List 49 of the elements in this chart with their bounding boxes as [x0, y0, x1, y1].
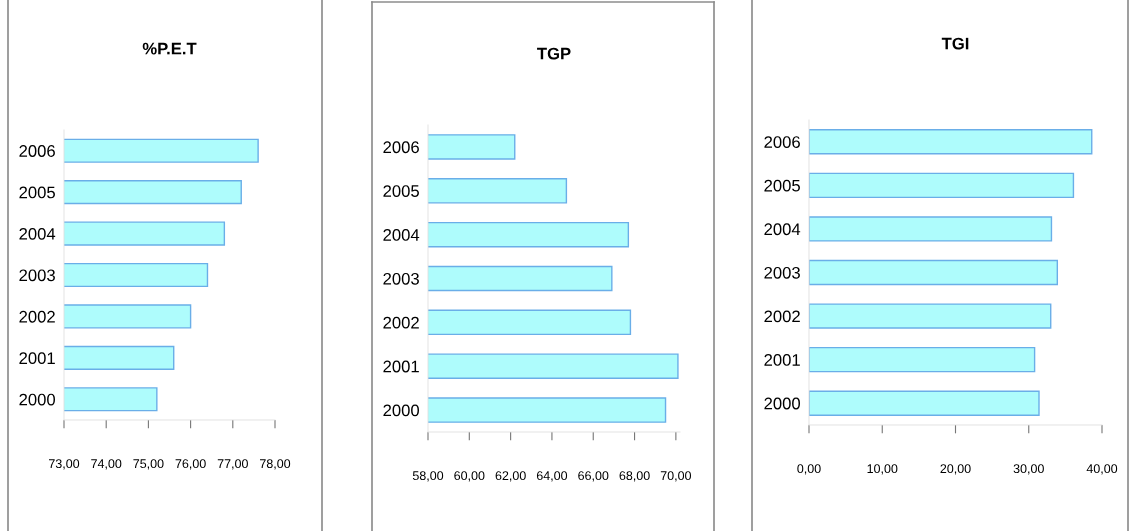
x-tick-label: 70,00 — [660, 471, 692, 482]
chart-title: TGP — [537, 47, 571, 60]
y-tick-label: 2003 — [383, 272, 419, 285]
y-tick-label: 2001 — [764, 354, 800, 366]
x-tick-label: 0,00 — [797, 464, 821, 475]
y-tick-label: 2006 — [764, 136, 800, 148]
y-tick-label: 2000 — [383, 404, 420, 417]
bar — [809, 390, 1040, 416]
x-tick-label: 62,00 — [495, 471, 526, 482]
y-tick-label: 2004 — [383, 229, 420, 241]
y-tick-label: 2002 — [19, 310, 55, 323]
x-tick-label: 66,00 — [578, 471, 609, 482]
y-tick-label: 2006 — [19, 145, 55, 157]
y-tick-label: 2006 — [383, 141, 419, 154]
x-tick-label: 40,00 — [1086, 464, 1118, 475]
chart-title: TGI — [941, 37, 969, 50]
y-tick-label: 2000 — [764, 397, 801, 410]
y-tick-label: 2002 — [383, 316, 419, 329]
y-tick-label: 2001 — [383, 360, 419, 373]
y-tick-label: 2003 — [764, 266, 800, 279]
y-tick-label: 2001 — [19, 352, 55, 365]
chart-title: %P.E.T — [142, 42, 197, 55]
bar — [809, 303, 1052, 329]
bar — [809, 129, 1093, 155]
y-tick-label: 2005 — [764, 179, 800, 192]
x-tick-label: 76,00 — [175, 459, 206, 470]
bar — [809, 346, 1036, 373]
x-tick-label: 58,00 — [412, 471, 444, 482]
y-tick-label: 2004 — [19, 227, 56, 240]
y-tick-label: 2002 — [764, 310, 800, 323]
x-tick-label: 30,00 — [1013, 464, 1044, 475]
x-tick-label: 68,00 — [619, 471, 650, 482]
x-tick-label: 64,00 — [536, 471, 568, 482]
x-tick-label: 60,00 — [454, 471, 485, 482]
y-tick-label: 2003 — [19, 269, 55, 282]
y-tick-label: 2004 — [764, 223, 801, 236]
x-tick-label: 75,00 — [133, 459, 164, 470]
y-tick-label: 2005 — [383, 185, 419, 197]
y-tick-label: 2000 — [19, 393, 56, 406]
y-tick-label: 2005 — [19, 186, 55, 199]
x-tick-label: 20,00 — [940, 464, 971, 475]
bar — [809, 172, 1075, 199]
bar — [809, 216, 1053, 242]
x-tick-label: 10,00 — [867, 464, 898, 475]
x-tick-label: 74,00 — [91, 459, 122, 470]
x-tick-label: 78,00 — [260, 459, 291, 470]
x-tick-label: 73,00 — [49, 459, 80, 470]
x-tick-label: 77,00 — [217, 459, 248, 470]
bar — [809, 259, 1059, 286]
